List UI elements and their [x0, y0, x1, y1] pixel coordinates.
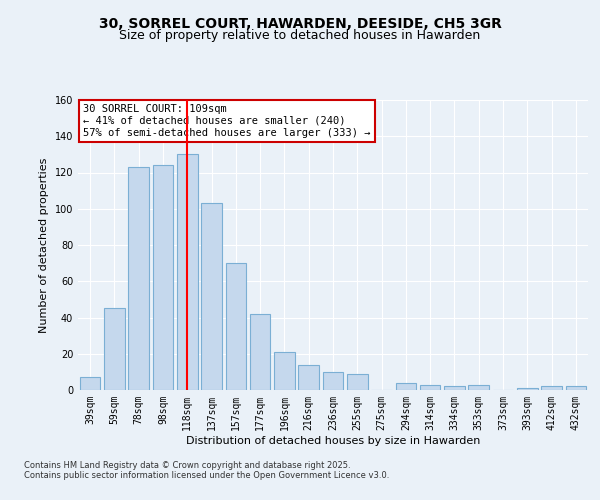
Y-axis label: Number of detached properties: Number of detached properties — [39, 158, 49, 332]
Text: 30 SORREL COURT: 109sqm
← 41% of detached houses are smaller (240)
57% of semi-d: 30 SORREL COURT: 109sqm ← 41% of detache… — [83, 104, 371, 138]
Bar — [347, 374, 368, 390]
Bar — [420, 384, 440, 390]
Bar — [226, 263, 246, 390]
Bar — [80, 378, 100, 390]
Bar — [323, 372, 343, 390]
Bar — [517, 388, 538, 390]
Bar — [201, 204, 222, 390]
X-axis label: Distribution of detached houses by size in Hawarden: Distribution of detached houses by size … — [186, 436, 480, 446]
Bar — [128, 167, 149, 390]
Bar — [444, 386, 465, 390]
Bar — [566, 386, 586, 390]
Bar — [541, 386, 562, 390]
Text: Contains HM Land Registry data © Crown copyright and database right 2025.
Contai: Contains HM Land Registry data © Crown c… — [24, 460, 389, 480]
Bar — [469, 384, 489, 390]
Bar — [250, 314, 271, 390]
Text: 30, SORREL COURT, HAWARDEN, DEESIDE, CH5 3GR: 30, SORREL COURT, HAWARDEN, DEESIDE, CH5… — [98, 18, 502, 32]
Bar — [395, 383, 416, 390]
Bar — [152, 165, 173, 390]
Bar — [298, 364, 319, 390]
Bar — [274, 352, 295, 390]
Bar — [177, 154, 197, 390]
Text: Size of property relative to detached houses in Hawarden: Size of property relative to detached ho… — [119, 29, 481, 42]
Bar — [104, 308, 125, 390]
